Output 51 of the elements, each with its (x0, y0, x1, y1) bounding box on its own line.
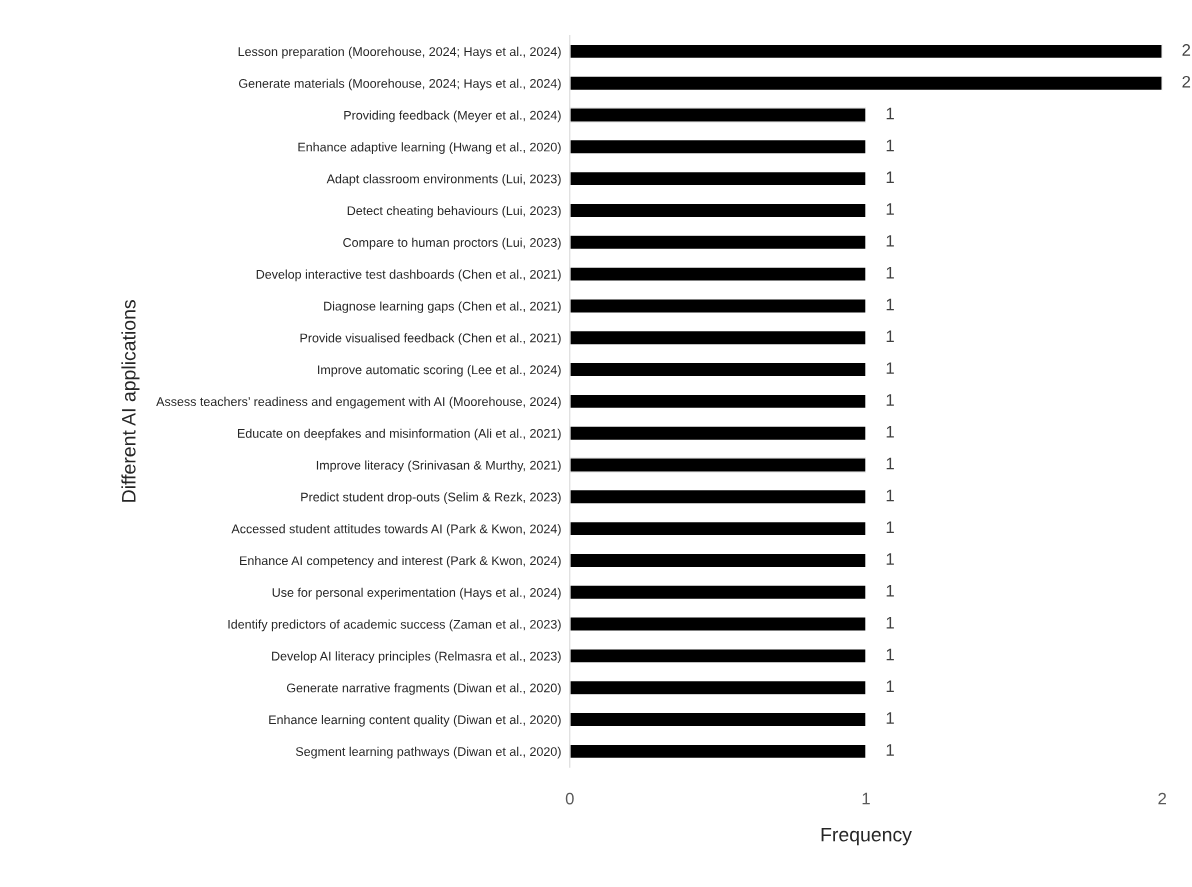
y-tick-label: Identify predictors of academic success (Zaman et al., 2023) (228, 619, 561, 632)
y-tick-label: Diagnose learning gaps (Chen et al., 2021) (324, 301, 561, 314)
data-label: 2 (1182, 44, 1191, 56)
data-label: 1 (886, 457, 894, 470)
y-tick-label: Enhance learning content quality (Diwan et al., 2020) (269, 715, 561, 727)
data-label: 1 (886, 171, 894, 183)
data-label: 1 (886, 553, 894, 565)
y-tick-label: Improve literacy (Srinivasan & Murthy, 2021) (316, 460, 561, 473)
data-label: 1 (886, 139, 894, 152)
data-label: 1 (886, 648, 894, 661)
y-axis-title: Different AI applications (121, 300, 140, 502)
y-tick-label: Assess teachers’ readiness and engagement with AI (Moorehouse, 2024) (156, 396, 561, 409)
y-tick-label: Lesson preparation (Moorehouse, 2024; Hays et al., 2024) (238, 46, 561, 59)
data-label: 1 (886, 203, 894, 215)
data-label: 1 (886, 330, 894, 343)
y-tick-label: Enhance AI competency and interest (Park & Kwon, 2024) (240, 555, 561, 568)
y-tick-label: Provide visualised feedback (Chen et al., 2021) (300, 333, 561, 345)
x-axis-title: Frequency (821, 827, 912, 846)
data-label: 1 (886, 712, 894, 724)
x-tick-label: 0 (565, 792, 574, 805)
y-tick-label: Predict student drop-outs (Selim & Rezk, 2023) (301, 492, 561, 504)
y-tick-label: Generate materials (Moorehouse, 2024; Hays et al., 2024) (239, 78, 561, 91)
data-label: 1 (886, 585, 894, 597)
y-tick-label: Educate on deepfakes and misinformation (Ali et al., 2021) (238, 428, 561, 441)
data-label: 1 (886, 235, 894, 247)
y-tick-label: Detect cheating behaviours (Lui, 2023) (347, 205, 561, 218)
data-label: 1 (886, 489, 894, 502)
data-label: 1 (886, 426, 894, 438)
data-label: 1 (886, 521, 894, 533)
y-tick-label: Accessed student attitudes towards AI (Park & Kwon, 2024) (231, 524, 561, 536)
y-tick-label: Generate narrative fragments (Diwan et al., 2020) (286, 683, 561, 695)
y-tick-label: Segment learning pathways (Diwan et al., 2020) (295, 746, 561, 759)
x-tick-label: 2 (1158, 792, 1166, 805)
data-label: 1 (886, 362, 894, 374)
y-tick-label: Improve automatic scoring (Lee et al., 2024) (318, 365, 561, 377)
data-label: 1 (886, 744, 894, 756)
y-tick-label: Develop AI literacy principles (Relmasra et al., 2023) (272, 651, 561, 664)
y-tick-label: Enhance adaptive learning (Hwang et al., 2020) (298, 142, 561, 154)
data-label: 1 (886, 298, 894, 311)
x-tick-label: 1 (862, 792, 870, 805)
y-tick-label: Develop interactive test dashboards (Chen et al., 2021) (256, 269, 561, 282)
data-label: 1 (886, 394, 894, 406)
y-tick-label: Adapt classroom environments (Lui, 2023) (326, 174, 561, 186)
data-label: 2 (1182, 75, 1191, 88)
y-tick-label: Compare to human proctors (Lui, 2023) (343, 237, 561, 250)
data-label: 1 (886, 266, 894, 279)
data-label: 1 (886, 680, 894, 693)
y-tick-label: Providing feedback (Meyer et al., 2024) (344, 110, 561, 123)
data-label: 1 (886, 107, 894, 120)
y-tick-label: Use for personal experimentation (Hays et al., 2024) (272, 587, 561, 600)
data-label: 1 (886, 616, 894, 629)
